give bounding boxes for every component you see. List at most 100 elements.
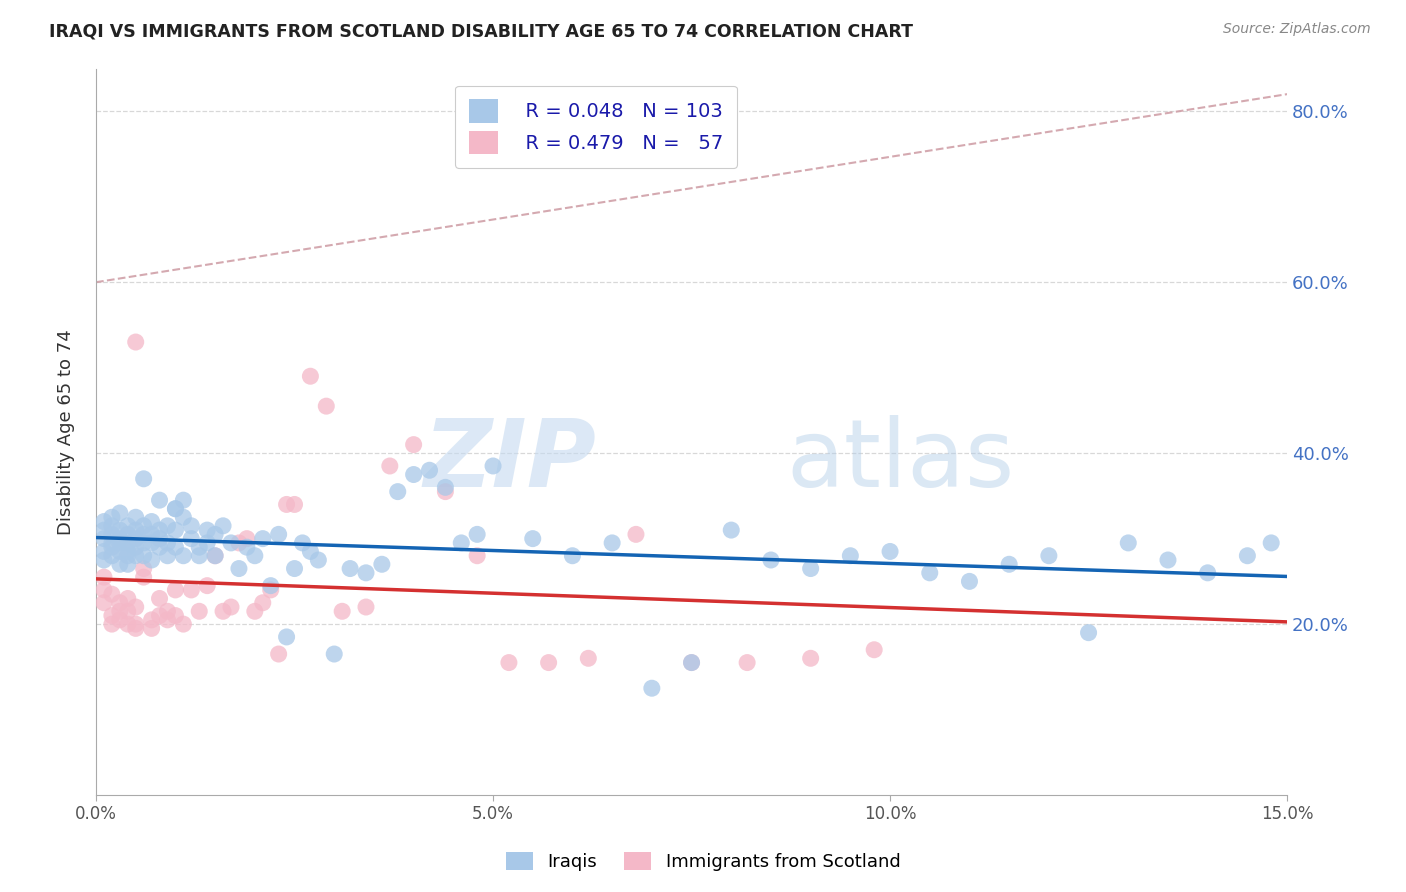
Point [576, 651, 599, 665]
Point [93, 523, 115, 537]
Point [101, 617, 124, 632]
Point [165, 501, 187, 516]
Point [156, 518, 179, 533]
Point [141, 613, 163, 627]
Point [228, 536, 250, 550]
Point [188, 540, 211, 554]
Legend:   R = 0.048   N = 103,   R = 0.479   N =   57: R = 0.048 N = 103, R = 0.479 N = 57 [456, 86, 737, 168]
Point [450, 536, 472, 550]
Point [101, 527, 124, 541]
Point [1157, 553, 1180, 567]
Point [1038, 549, 1060, 563]
Point [117, 536, 139, 550]
Point [93, 570, 115, 584]
Point [219, 600, 242, 615]
Point [132, 561, 155, 575]
Text: IRAQI VS IMMIGRANTS FROM SCOTLAND DISABILITY AGE 65 TO 74 CORRELATION CHART: IRAQI VS IMMIGRANTS FROM SCOTLAND DISABI… [49, 22, 914, 40]
Point [800, 651, 823, 665]
Point [117, 518, 139, 533]
Point [283, 561, 305, 575]
Point [172, 549, 194, 563]
Point [156, 549, 179, 563]
Point [624, 527, 647, 541]
Point [482, 458, 505, 473]
Point [260, 579, 283, 593]
Point [188, 604, 211, 618]
Point [561, 549, 583, 563]
Point [125, 549, 148, 563]
Point [101, 518, 124, 533]
Point [117, 591, 139, 606]
Point [125, 523, 148, 537]
Point [125, 540, 148, 554]
Point [252, 532, 274, 546]
Point [537, 656, 560, 670]
Point [148, 532, 170, 546]
Point [93, 596, 115, 610]
Point [141, 536, 163, 550]
Point [998, 558, 1021, 572]
Point [1236, 549, 1258, 563]
Point [228, 561, 250, 575]
Point [132, 549, 155, 563]
Point [101, 587, 124, 601]
Point [117, 558, 139, 572]
Point [132, 527, 155, 541]
Point [165, 501, 187, 516]
Point [219, 536, 242, 550]
Point [180, 518, 202, 533]
Point [172, 617, 194, 632]
Point [141, 553, 163, 567]
Point [195, 523, 218, 537]
Point [918, 566, 941, 580]
Point [117, 549, 139, 563]
Point [330, 604, 353, 618]
Point [148, 608, 170, 623]
Point [132, 536, 155, 550]
Point [156, 613, 179, 627]
Point [299, 369, 322, 384]
Point [498, 656, 520, 670]
Point [212, 604, 235, 618]
Point [148, 493, 170, 508]
Point [108, 544, 131, 558]
Point [212, 518, 235, 533]
Point [243, 604, 266, 618]
Point [93, 553, 115, 567]
Point [879, 544, 901, 558]
Text: Source: ZipAtlas.com: Source: ZipAtlas.com [1223, 22, 1371, 37]
Point [1116, 536, 1139, 550]
Point [236, 532, 259, 546]
Point [108, 604, 131, 618]
Point [148, 591, 170, 606]
Point [108, 506, 131, 520]
Point [93, 544, 115, 558]
Point [522, 532, 544, 546]
Point [141, 515, 163, 529]
Point [101, 536, 124, 550]
Point [283, 498, 305, 512]
Point [378, 458, 401, 473]
Point [125, 334, 148, 349]
Point [354, 566, 377, 580]
Point [434, 480, 457, 494]
Point [339, 561, 361, 575]
Point [759, 553, 782, 567]
Point [125, 600, 148, 615]
Point [195, 536, 218, 550]
Point [402, 467, 425, 482]
Point [863, 642, 886, 657]
Point [108, 536, 131, 550]
Point [165, 582, 187, 597]
Point [1197, 566, 1219, 580]
Point [800, 561, 823, 575]
Point [125, 532, 148, 546]
Text: ZIP: ZIP [423, 415, 596, 507]
Point [418, 463, 440, 477]
Point [188, 549, 211, 563]
Point [93, 515, 115, 529]
Point [132, 570, 155, 584]
Point [117, 617, 139, 632]
Point [299, 544, 322, 558]
Point [148, 540, 170, 554]
